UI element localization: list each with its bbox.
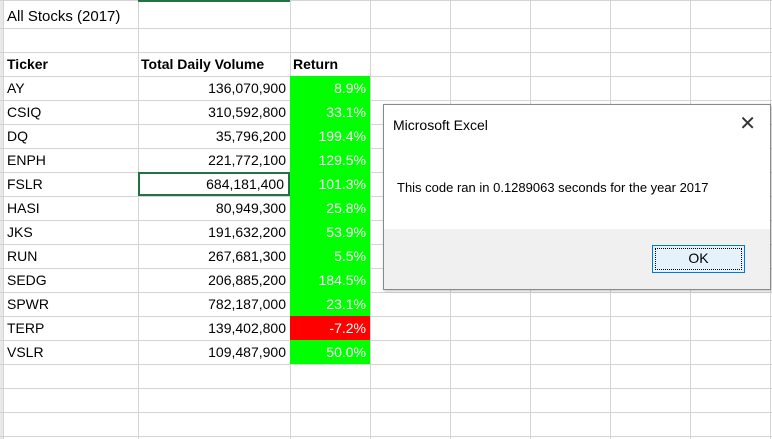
ticker-cell[interactable]: JKS xyxy=(7,224,33,240)
gridline-horizontal xyxy=(0,0,772,1)
gridline-vertical xyxy=(370,0,371,439)
gridline-horizontal xyxy=(0,52,772,53)
volume-cell[interactable]: 191,632,200 xyxy=(208,224,286,240)
gridline-horizontal xyxy=(0,412,772,413)
volume-cell[interactable]: 80,949,300 xyxy=(215,200,286,216)
volume-cell[interactable]: 109,487,900 xyxy=(208,344,286,360)
ticker-cell[interactable]: ENPH xyxy=(7,152,46,168)
volume-cell[interactable]: 206,885,200 xyxy=(208,272,286,288)
dialog-title: Microsoft Excel xyxy=(393,117,488,133)
gridline-horizontal xyxy=(0,28,772,29)
gridline-horizontal xyxy=(0,100,772,101)
volume-cell-selected[interactable]: 684,181,400 xyxy=(138,172,290,196)
return-cell[interactable]: 33.1% xyxy=(290,100,370,124)
return-cell[interactable]: 50.0% xyxy=(290,340,370,364)
ticker-cell[interactable]: TERP xyxy=(7,320,45,336)
close-icon[interactable]: ✕ xyxy=(739,113,756,135)
gridline-horizontal xyxy=(0,340,772,341)
volume-cell[interactable]: 139,402,800 xyxy=(208,320,286,336)
selected-column-indicator xyxy=(138,0,290,2)
ticker-cell[interactable]: FSLR xyxy=(7,176,43,192)
ticker-cell[interactable]: SPWR xyxy=(7,296,49,312)
header-ticker[interactable]: Ticker xyxy=(7,56,48,72)
ticker-cell[interactable]: DQ xyxy=(7,128,28,144)
gridline-horizontal xyxy=(0,364,772,365)
gridline-horizontal xyxy=(0,292,772,293)
gridline-vertical xyxy=(3,0,4,439)
header-return[interactable]: Return xyxy=(293,56,339,72)
return-cell[interactable]: 5.5% xyxy=(290,244,370,268)
return-cell[interactable]: 199.4% xyxy=(290,124,370,148)
volume-cell[interactable]: 782,187,000 xyxy=(208,296,286,312)
return-cell[interactable]: 129.5% xyxy=(290,148,370,172)
gridline-horizontal xyxy=(0,388,772,389)
dialog-body: This code ran in 0.1289063 seconds for t… xyxy=(384,145,770,229)
message-box-dialog: Microsoft Excel ✕ This code ran in 0.128… xyxy=(383,104,771,290)
return-cell[interactable]: 23.1% xyxy=(290,292,370,316)
return-cell[interactable]: 184.5% xyxy=(290,268,370,292)
ticker-cell[interactable]: RUN xyxy=(7,248,38,264)
gridline-horizontal xyxy=(0,436,772,437)
ticker-cell[interactable]: SEDG xyxy=(7,272,47,288)
gridline-horizontal xyxy=(0,76,772,77)
dialog-message: This code ran in 0.1289063 seconds for t… xyxy=(397,180,709,195)
ticker-cell[interactable]: HASI xyxy=(7,200,40,216)
gridline-horizontal xyxy=(0,316,772,317)
volume-cell[interactable]: 35,796,200 xyxy=(215,128,286,144)
volume-cell[interactable]: 136,070,900 xyxy=(208,80,286,96)
ticker-cell[interactable]: AY xyxy=(7,80,25,96)
return-cell[interactable]: 101.3% xyxy=(290,172,370,196)
volume-cell[interactable]: 267,681,300 xyxy=(208,248,286,264)
ok-button-label: OK xyxy=(688,250,709,266)
return-cell[interactable]: 53.9% xyxy=(290,220,370,244)
header-total-daily-volume[interactable]: Total Daily Volume xyxy=(141,56,265,72)
dialog-titlebar: Microsoft Excel ✕ xyxy=(384,105,770,145)
sheet-title-cell[interactable]: All Stocks (2017) xyxy=(7,8,121,25)
return-cell[interactable]: 25.8% xyxy=(290,196,370,220)
return-cell[interactable]: 8.9% xyxy=(290,76,370,100)
ticker-cell[interactable]: VSLR xyxy=(7,344,44,360)
row-header-strip xyxy=(0,0,3,439)
ok-button[interactable]: OK xyxy=(652,245,745,273)
focus-rectangle xyxy=(655,248,742,270)
volume-cell[interactable]: 221,772,100 xyxy=(208,152,286,168)
gridline-vertical xyxy=(138,0,139,439)
ticker-cell[interactable]: CSIQ xyxy=(7,104,42,120)
volume-cell[interactable]: 310,592,800 xyxy=(208,104,286,120)
return-cell[interactable]: -7.2% xyxy=(290,316,370,340)
